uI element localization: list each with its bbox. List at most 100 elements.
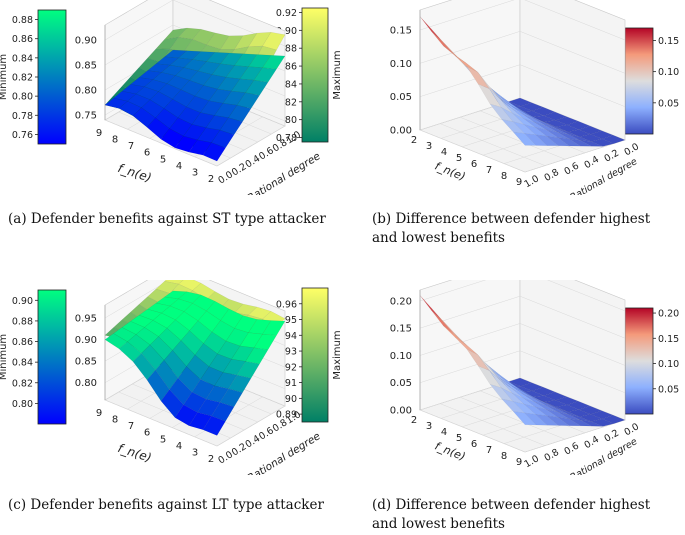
chart-c-x-axis-label: f_n(e) (116, 441, 153, 465)
chart-a-x-tick-label: 8 (112, 135, 118, 146)
chart-b-grid-line (419, 64, 626, 107)
chart-b-grid-line (419, 0, 626, 41)
chart-d-x-tick-label: 8 (501, 451, 507, 462)
chart-c-colorbar-1-tick-label: 0.95 (276, 315, 297, 326)
chart-a-colorbar-0-tick-label: 0.88 (12, 15, 33, 26)
chart-b-z-tick-label: 0.05 (390, 92, 412, 103)
chart-a-x-tick-label: 7 (128, 141, 134, 152)
chart-b-difference-surface-cell (512, 131, 537, 146)
chart-d-grid-line (524, 419, 626, 453)
chart-b-colorbar-0 (624, 27, 654, 135)
chart-a-colorbar-0-tick-label: 0.86 (12, 34, 33, 45)
chart-d-colorbar-0-tick-label: 0.20 (658, 309, 679, 320)
chart-b-y-tick-label: 0.6 (562, 160, 581, 177)
chart-d-x-tick-label: 9 (516, 457, 522, 468)
chart-a-x-tick-label: 3 (192, 167, 198, 178)
chart-b-z-tick-label: 0.10 (390, 59, 412, 70)
chart-d-x-tick-label: 7 (486, 445, 492, 456)
chart-b-y-tick-label: 0.2 (602, 148, 621, 165)
chart-c-colorbar-1-tick-label: 0.91 (276, 378, 297, 389)
chart-b-y-tick-label: 0.8 (542, 167, 561, 184)
chart-c-colorbar-0-tick-label: 0.84 (12, 358, 33, 369)
caption-c-text: Defender benefits against LT type attack… (30, 497, 324, 513)
chart-a-maximum-surface-cell (262, 31, 286, 51)
chart-b-colorbar-0-tick-label: 0.10 (658, 67, 679, 78)
chart-panel-c: 0.90 0.88 0.86 0.84 0.82 0.80 Minimum 0.96 0.95 0… (0, 264, 343, 485)
chart-d-x-tick-label: 4 (441, 427, 447, 438)
chart-b-grid-line (459, 116, 566, 160)
chart-a-colorbar-0-tick-label: 0.80 (12, 92, 33, 103)
chart-a-colorbar-0-tick-label: 0.76 (12, 130, 33, 141)
caption-c: (c) Defender benefits against LT type at… (8, 496, 324, 515)
chart-c-grid-line (104, 399, 218, 447)
chart-a-x-tick-label: 4 (176, 161, 182, 172)
chart-c-colorbar-0 (37, 289, 67, 425)
chart-a-colorbar-0 (37, 9, 67, 145)
caption-a: (a) Defender benefits against ST type at… (8, 210, 326, 229)
chart-b-x-tick-label: 2 (411, 135, 417, 146)
chart-c-colorbar-1-tick-label: 0.92 (276, 362, 297, 373)
chart-a-grid-line (104, 0, 286, 47)
caption-b-label: (b) (372, 211, 392, 227)
chart-c-minimum-surface-cell (202, 415, 226, 436)
chart-a-grid-line (104, 119, 218, 167)
caption-b-text: Difference between defender highest (395, 211, 651, 227)
chart-b-grid-line (419, 31, 626, 74)
chart-a-x-tick-label: 6 (144, 148, 150, 159)
chart-c-z-tick-label: 0.95 (75, 313, 97, 324)
chart-a-x-tick-label: 2 (208, 174, 214, 185)
chart-b-y-tick-label: 0.0 (622, 141, 641, 158)
chart-a-z-tick-label: 0.90 (75, 36, 97, 47)
chart-b-x-tick-label: 7 (486, 165, 492, 176)
chart-c-z-tick-label: 0.80 (75, 378, 97, 389)
caption-d-label: (d) (372, 497, 392, 513)
chart-c-minimum-surface-cell (228, 374, 252, 393)
chart-c-colorbar-0-tick-label: 0.88 (12, 316, 33, 327)
chart-a-colorbar-1 (301, 7, 329, 143)
chart-d-x-tick-label: 6 (471, 439, 477, 450)
chart-c-colorbar-1-tick-label: 0.93 (276, 347, 297, 358)
chart-b-y-axis-label: Rational degree (568, 156, 639, 195)
chart-d-grid-line (439, 403, 546, 446)
chart-a-x-tick-label: 9 (96, 128, 102, 139)
chart-d-grid-line (419, 350, 626, 393)
chart-b-grid-line (439, 123, 546, 166)
chart-c-colorbar-1-tick-label: 0.96 (276, 299, 297, 310)
chart-a-z-tick-label: 0.80 (75, 86, 97, 97)
chart-a-colorbar-1-label: Maximum (332, 50, 342, 99)
chart-a-minimum-surface-cell (228, 104, 252, 122)
chart-a-colorbar-1-tick-label: 0.82 (276, 97, 297, 108)
chart-c-colorbar-0-label: Minimum (0, 334, 9, 380)
chart-c-minimum-surface-cell (262, 320, 286, 336)
chart-d-y-axis-label: Rational degree (568, 436, 639, 475)
chart-a-colorbar-1-tick-label: 0.78 (276, 133, 297, 144)
chart-c-colorbar-1 (301, 287, 329, 423)
chart-d-x-tick-label: 2 (411, 415, 417, 426)
chart-a-x-tick-label: 5 (160, 154, 166, 165)
chart-a-colorbar-0-label: Minimum (0, 54, 9, 100)
chart-b-x-tick-label: 5 (456, 153, 462, 164)
chart-panel-d: 0.20 0.15 0.10 0.05 0.00 0.05 0.10 0.15 0.20 2 3 4 5… (342, 257, 685, 484)
chart-a-colorbar-1-tick-label: 0.90 (276, 26, 297, 37)
chart-a-colorbar-0-tick-label: 0.84 (12, 53, 33, 64)
chart-b-x-tick-label: 8 (501, 171, 507, 182)
chart-c-colorbar-0-tick-label: 0.86 (12, 337, 33, 348)
chart-c-colorbar-1-tick-label: 0.90 (276, 394, 297, 405)
chart-a-colorbar-0-tick-label: 0.78 (12, 111, 33, 122)
chart-b-difference-surface-cell (579, 140, 603, 147)
caption-d-text-line2: and lowest benefits (372, 516, 505, 532)
chart-a-svg: 0.88 0.86 0.84 0.82 0.80 0.78 0.76 Minimum 0.92 0… (0, 0, 343, 205)
chart-d-z-tick-label: 0.15 (390, 324, 412, 335)
chart-c-grid-line (216, 405, 286, 447)
chart-c-minimum-surface-cell (211, 402, 235, 422)
chart-b-grid-line (524, 139, 626, 173)
chart-d-difference-surface-cell (579, 419, 603, 427)
chart-b-x-tick-label: 4 (441, 147, 447, 158)
chart-c-x-tick-label: 2 (208, 454, 214, 465)
caption-b-text-line2: and lowest benefits (372, 230, 505, 246)
chart-panel-b: 0.15 0.10 0.05 0.00 0.05 0.10 0.15 2 3 4 5 6 7 8 9 1.0 0… (342, 0, 685, 204)
chart-b-z-tick-label: 0.00 (390, 126, 412, 137)
chart-b-x-tick-label: 9 (516, 177, 522, 188)
chart-c-colorbar-0-tick-label: 0.90 (12, 296, 33, 307)
